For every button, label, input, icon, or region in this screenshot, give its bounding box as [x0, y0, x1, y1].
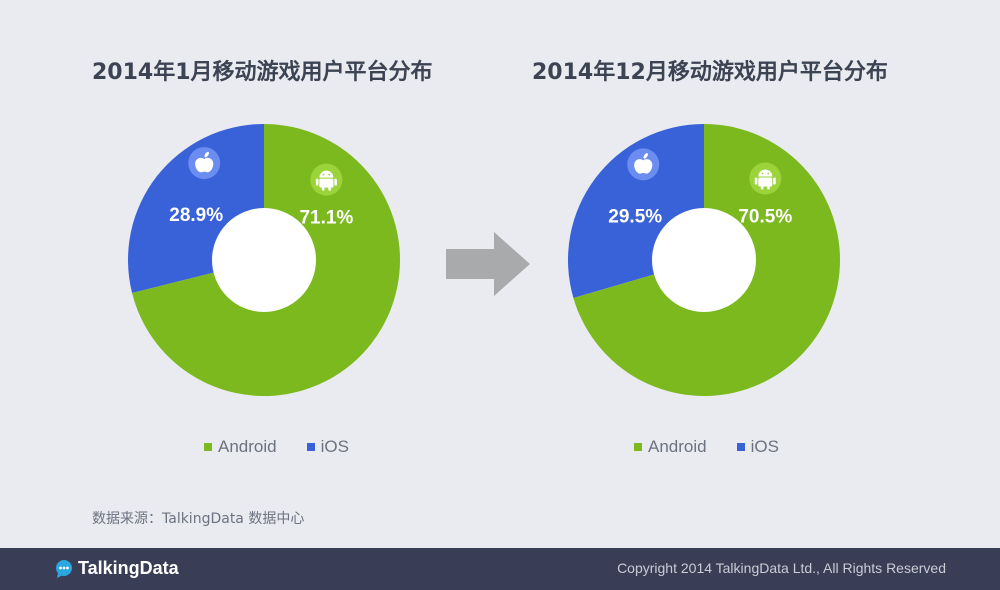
android-icon	[319, 170, 334, 178]
chart-title-dec: 2014年12月移动游戏用户平台分布	[532, 60, 888, 85]
pie-label-ios: 28.9%	[169, 205, 223, 226]
android-arm-icon	[773, 177, 776, 185]
talkingdata-logo: TalkingData	[54, 558, 179, 579]
legend-label-ios: iOS	[320, 437, 349, 456]
copyright-text: Copyright 2014 TalkingData Ltd., All Rig…	[617, 560, 946, 576]
legend-swatch-ios	[306, 443, 315, 451]
android-eye-icon	[328, 173, 331, 176]
donut-hole	[212, 208, 316, 312]
chart-title-jan: 2014年1月移动游戏用户平台分布	[92, 60, 433, 85]
android-leg-icon	[328, 186, 331, 191]
legend-swatch-android	[204, 443, 212, 451]
legend-jan: Android iOS	[204, 437, 379, 457]
logo-text: TalkingData	[78, 558, 179, 578]
donut-hole	[652, 208, 756, 312]
slice-label-android: 71.1%	[299, 163, 353, 229]
legend-swatch-ios	[736, 443, 745, 451]
android-leg-icon	[760, 185, 764, 190]
right-arrow-icon	[446, 232, 530, 296]
android-body-icon	[758, 177, 773, 187]
android-eye-icon	[322, 173, 325, 176]
legend-item-android: Android	[204, 437, 277, 457]
chat-bubble-icon	[56, 559, 72, 578]
legend-label-ios: iOS	[750, 437, 779, 456]
pie-label-android: 70.5%	[738, 206, 792, 227]
donut-chart-jan: 28.9% 71.1%	[128, 124, 400, 397]
pie-label-android: 71.1%	[299, 208, 353, 229]
donut-chart-dec: 29.5% 70.5%	[568, 124, 840, 396]
slice-label-ios: 28.9%	[169, 147, 223, 226]
apple-leaf-icon	[204, 151, 209, 158]
android-body-icon	[319, 178, 334, 188]
android-arm-icon	[334, 178, 337, 186]
apple-leaf-icon	[643, 153, 648, 159]
android-arm-icon	[315, 178, 319, 186]
legend-label-android: Android	[648, 437, 707, 456]
legend-dec: Android iOS	[634, 437, 809, 457]
legend-item-ios: iOS	[736, 437, 779, 457]
slice-label-ios: 29.5%	[608, 148, 662, 227]
apple-icon	[195, 157, 214, 173]
legend-label-android: Android	[218, 437, 277, 456]
android-icon	[758, 169, 773, 177]
slice-label-android: 70.5%	[738, 162, 792, 227]
legend-swatch-android	[634, 443, 642, 451]
legend-item-android: Android	[634, 437, 707, 457]
android-eye-icon	[761, 172, 764, 175]
android-eye-icon	[767, 172, 769, 175]
pie-label-ios: 29.5%	[608, 206, 662, 227]
legend-item-ios: iOS	[306, 437, 349, 457]
apple-icon	[634, 159, 653, 174]
data-source-note: 数据来源：TalkingData 数据中心	[92, 511, 305, 527]
android-leg-icon	[321, 186, 325, 191]
android-leg-icon	[767, 185, 770, 190]
android-arm-icon	[754, 177, 758, 185]
footer-bar: TalkingData Copyright 2014 TalkingData L…	[0, 548, 1000, 590]
